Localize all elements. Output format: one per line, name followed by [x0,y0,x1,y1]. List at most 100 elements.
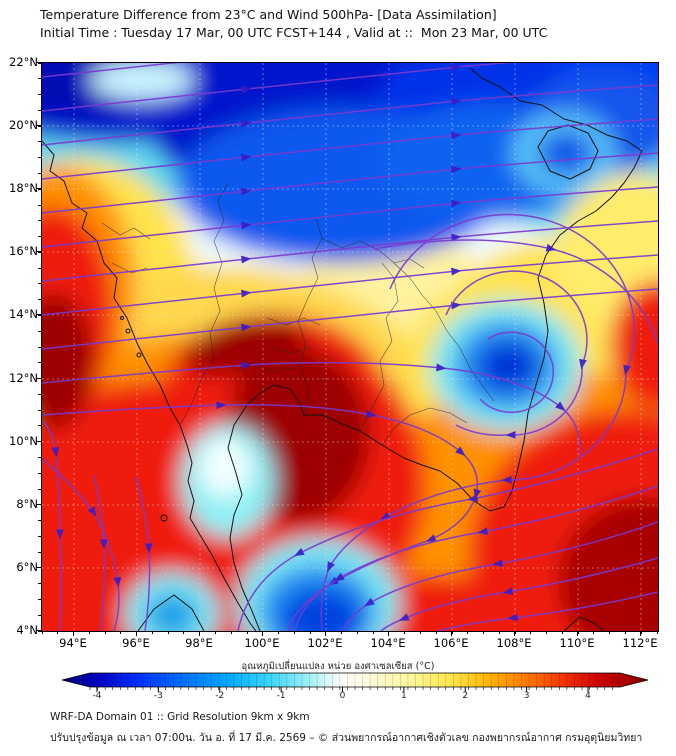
colorbar-tick-label: 3 [523,691,530,701]
lon-minor-tick [356,631,358,634]
lon-axis-label: 94°E [59,636,87,650]
lat-axis-label: 10°N [9,433,38,448]
colorbar-tick-label: 0 [339,691,346,701]
lon-major-tick [325,631,326,636]
lat-axis-label: 14°N [9,307,38,322]
lat-minor-tick [38,567,41,569]
lon-axis-label: 100°E [244,636,280,650]
lon-axis-label: 98°E [185,636,213,650]
lon-minor-tick [183,631,185,634]
lon-minor-tick [561,631,563,634]
lat-minor-tick [38,204,41,206]
footer-domain-info: WRF-DA Domain 01 :: Grid Resolution 9km … [50,711,310,723]
lat-minor-tick [38,283,41,285]
lat-minor-tick [38,78,41,80]
lat-minor-tick [38,488,41,490]
lon-minor-tick [309,631,311,634]
lon-minor-tick [656,631,658,634]
lat-minor-tick [38,314,41,316]
page-subtitle: Initial Time : Tuesday 17 Mar, 00 UTC FC… [40,25,548,40]
lat-minor-tick [38,551,41,553]
lon-major-tick [199,631,200,636]
lon-minor-tick [57,631,59,634]
lat-minor-tick [38,188,41,190]
lon-minor-tick [467,631,469,634]
lon-minor-tick [609,631,611,634]
lat-minor-tick [38,457,41,458]
wind-streamlines [42,63,658,631]
lat-minor-tick [38,346,41,348]
colorbar-segments [89,673,613,687]
lon-minor-tick [120,631,122,634]
lat-minor-tick [38,472,41,474]
map-area [41,62,659,632]
lon-minor-tick [278,631,280,634]
lon-axis-label: 108°E [496,636,532,650]
colorbar-tick-label: -1 [276,691,286,701]
lon-minor-tick [167,631,169,634]
lat-minor-tick [38,251,41,253]
lon-minor-tick [151,631,153,634]
lon-major-tick [640,631,641,636]
lat-axis-label: 16°N [9,244,38,259]
colorbar-tick-label: 1 [401,691,407,701]
colorbar-tick-label: 2 [462,691,469,701]
lon-minor-tick [246,631,248,634]
lat-minor-tick [38,520,41,522]
lon-minor-tick [419,631,421,634]
lat-major-tick [36,125,41,127]
colorbar-tick-label: -3 [153,691,163,701]
lat-minor-tick [38,362,41,364]
lat-major-tick [36,314,41,316]
lat-axis-label: 20°N [9,118,38,133]
lon-minor-tick [530,631,532,634]
map-canvas [42,63,658,631]
lon-minor-tick [593,631,595,634]
lat-major-tick [36,251,41,253]
colorbar-tick-label: 4 [585,691,591,701]
lat-minor-tick [38,267,41,269]
lon-minor-tick [404,631,406,634]
lat-minor-tick [38,599,41,601]
colorbar [61,672,649,692]
lat-minor-tick [38,109,41,111]
lat-minor-tick [38,535,41,537]
lat-minor-tick [38,409,41,411]
lon-minor-tick [372,631,374,634]
lat-minor-tick [38,330,41,332]
lon-minor-tick [451,631,453,634]
lat-minor-tick [38,583,41,585]
colorbar-tick-label: -4 [92,691,102,701]
lon-minor-tick [624,631,626,634]
lat-minor-tick [38,425,41,427]
lat-major-tick [36,377,41,379]
lon-minor-tick [88,631,90,634]
lon-major-tick [388,631,389,636]
lat-minor-tick [38,172,41,174]
page-title: Temperature Difference from 23°C and Win… [40,7,497,22]
lat-minor-tick [38,62,41,64]
lon-minor-tick [577,631,579,634]
lat-major-tick [36,440,41,442]
lon-minor-tick [293,631,295,634]
lon-major-tick [73,631,74,636]
footer-update-info: ปรับปรุงข้อมูล ณ เวลา 07:00น. วัน อ. ที่… [50,732,643,744]
lat-axis-label: 8°N [16,496,38,511]
lon-axis-label: 110°E [559,636,595,650]
lat-minor-tick [38,236,41,238]
lon-axis-label: 112°E [622,636,658,650]
lat-minor-tick [38,141,41,143]
lon-major-tick [262,631,263,636]
lat-minor-tick [38,157,41,159]
lat-minor-tick [38,94,41,96]
lat-minor-tick [38,299,41,301]
lon-major-tick [136,631,137,636]
lon-minor-tick [341,631,343,634]
lon-minor-tick [435,631,437,634]
lat-axis-label: 18°N [9,181,38,196]
lon-axis-label: 104°E [370,636,406,650]
lat-minor-tick [38,504,41,506]
colorbar-title: อุณหภูมิเปลี่ยนแปลง หน่วย องศาเซลเซียส (… [241,661,435,672]
lat-axis-label: 6°N [16,559,38,574]
